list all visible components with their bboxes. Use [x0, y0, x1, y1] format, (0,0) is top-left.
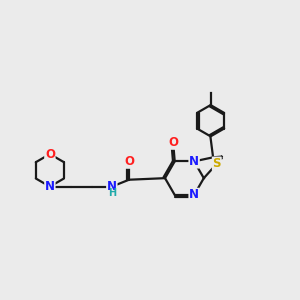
Text: O: O — [168, 136, 178, 149]
Text: H: H — [108, 188, 116, 199]
Text: N: N — [107, 180, 117, 193]
Text: O: O — [124, 155, 134, 168]
Text: N: N — [45, 180, 55, 193]
Text: N: N — [189, 155, 199, 168]
Text: S: S — [212, 157, 221, 170]
Text: N: N — [189, 188, 199, 202]
Text: O: O — [45, 148, 55, 160]
